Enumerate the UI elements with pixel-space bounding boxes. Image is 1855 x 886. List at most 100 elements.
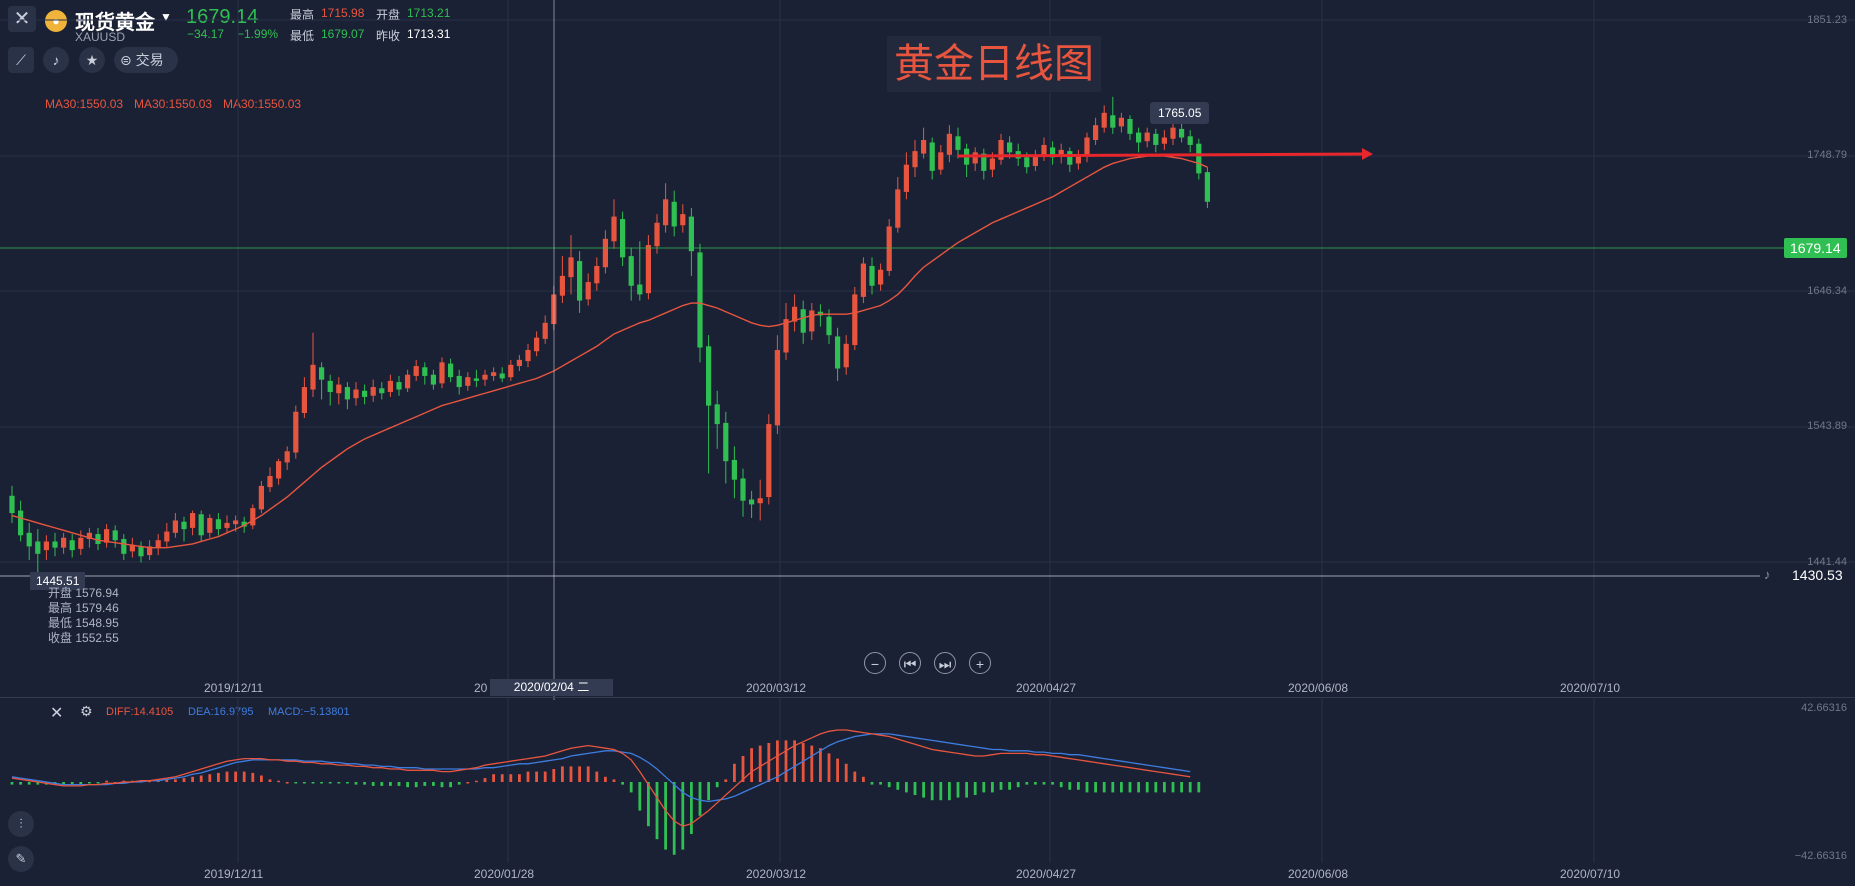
macd-bar	[27, 782, 31, 785]
macd-bar	[1137, 782, 1140, 793]
bell-icon[interactable]: ♪	[1764, 567, 1771, 582]
macd-bar	[311, 782, 315, 784]
macd-chart	[10, 698, 1595, 863]
macd-bar	[475, 780, 478, 783]
candle-body	[362, 390, 368, 397]
macd-axis-top: 42.66316	[1801, 702, 1847, 714]
zoom-out-icon[interactable]: −	[864, 652, 886, 674]
high-label: 最高	[290, 8, 315, 22]
candle-body	[972, 152, 978, 164]
candle-body	[688, 216, 694, 252]
macd-bar	[586, 766, 590, 782]
trade-button[interactable]: ⊜ 交易	[114, 47, 178, 73]
macd-bar	[260, 775, 263, 782]
candle-body	[172, 520, 178, 533]
macd-bar	[1094, 782, 1097, 793]
alert-price-box[interactable]: ♪ 1430.53	[1760, 567, 1855, 585]
gold-coin-icon: ●	[45, 10, 67, 32]
macd-bar	[853, 771, 857, 782]
macd-bar	[1171, 782, 1175, 793]
x-date-label: 2020/06/08	[1288, 681, 1349, 695]
macd-bar	[1034, 782, 1037, 785]
macd-bar	[440, 782, 444, 788]
macd-bar	[664, 782, 667, 850]
macd-bar	[758, 745, 762, 782]
candle-body	[387, 380, 393, 392]
macd-bar	[423, 782, 427, 786]
macd-bar	[569, 766, 573, 782]
y-tick-label: 1851.23	[1807, 14, 1847, 26]
candle-body	[379, 388, 385, 394]
macd-bar	[294, 782, 298, 784]
macd-bar	[268, 779, 272, 782]
candle-body	[1187, 136, 1193, 145]
candle-body	[826, 316, 832, 336]
macd-bar	[810, 745, 814, 782]
candle-body	[1050, 147, 1056, 158]
macd-bar	[896, 782, 900, 790]
close-icon[interactable]: ✕	[8, 6, 36, 32]
ma-legend-item: MA30:1550.03	[223, 97, 302, 111]
candle-body	[129, 545, 135, 552]
candle-body	[1170, 127, 1176, 139]
skip-forward-icon[interactable]: ⏭	[934, 652, 956, 674]
y-tick-label: 1748.79	[1807, 149, 1847, 161]
candle-body	[138, 546, 144, 557]
candle-body	[671, 201, 677, 227]
candle-body	[1153, 133, 1159, 145]
macd-bar	[836, 758, 839, 782]
macd-bar	[432, 782, 435, 786]
candle-body	[843, 343, 849, 368]
candle-body	[78, 537, 84, 549]
candle-body	[1101, 112, 1107, 128]
candle-body	[293, 411, 299, 453]
max-price-label: 1765.05	[1150, 102, 1210, 124]
candle-body	[35, 541, 41, 554]
candle-body	[26, 532, 32, 547]
star-icon[interactable]: ★	[79, 47, 105, 73]
draw-tool-icon[interactable]: ⟋	[8, 47, 34, 73]
candle-body	[370, 387, 376, 396]
skip-back-icon[interactable]: ⏮	[899, 652, 921, 674]
macd-bar	[526, 771, 530, 782]
symbol-name[interactable]: 现货黄金	[75, 12, 155, 34]
ma30-line	[11, 155, 1208, 549]
macd-bar	[449, 782, 452, 788]
zoom-in-icon[interactable]: +	[969, 652, 991, 674]
macd-bar	[561, 766, 564, 782]
macd-label: MACD:−5.13801	[268, 706, 350, 718]
macd-bar	[1197, 782, 1201, 793]
candlestick-chart[interactable]	[0, 0, 1855, 700]
candle-body	[473, 378, 479, 381]
x-date-label: 2020/04/27	[1016, 681, 1077, 695]
candle-body	[929, 142, 935, 171]
low-value: 1679.07	[321, 27, 365, 41]
candle-body	[783, 319, 789, 353]
macd-bar	[690, 782, 693, 834]
pencil-icon[interactable]: ✎	[8, 846, 34, 872]
macd-bar	[887, 782, 891, 788]
candle-body	[18, 510, 24, 536]
candle-body	[121, 539, 127, 554]
macd-bar	[79, 782, 83, 785]
macd-bar	[1154, 782, 1158, 793]
candle-body	[336, 384, 342, 394]
bell-icon[interactable]: ♪	[43, 47, 69, 73]
chevron-down-icon[interactable]: ▼	[160, 10, 172, 24]
close-icon[interactable]: ✕	[50, 705, 64, 722]
candle-body	[611, 216, 617, 242]
candle-body	[757, 498, 763, 504]
macd-bar	[380, 782, 384, 786]
candle-body	[439, 362, 445, 384]
candle-body	[654, 222, 660, 247]
macd-bar	[10, 782, 14, 785]
candle-body	[534, 337, 540, 352]
indicator-icon[interactable]: ⫶	[8, 811, 34, 837]
candle-body	[508, 364, 514, 378]
candle-body	[52, 541, 58, 548]
candle-body	[998, 140, 1004, 160]
high-value: 1715.98	[321, 6, 365, 20]
candle-body	[740, 478, 746, 501]
settings-icon[interactable]: ⚙	[80, 703, 93, 719]
candle-body	[164, 531, 170, 542]
